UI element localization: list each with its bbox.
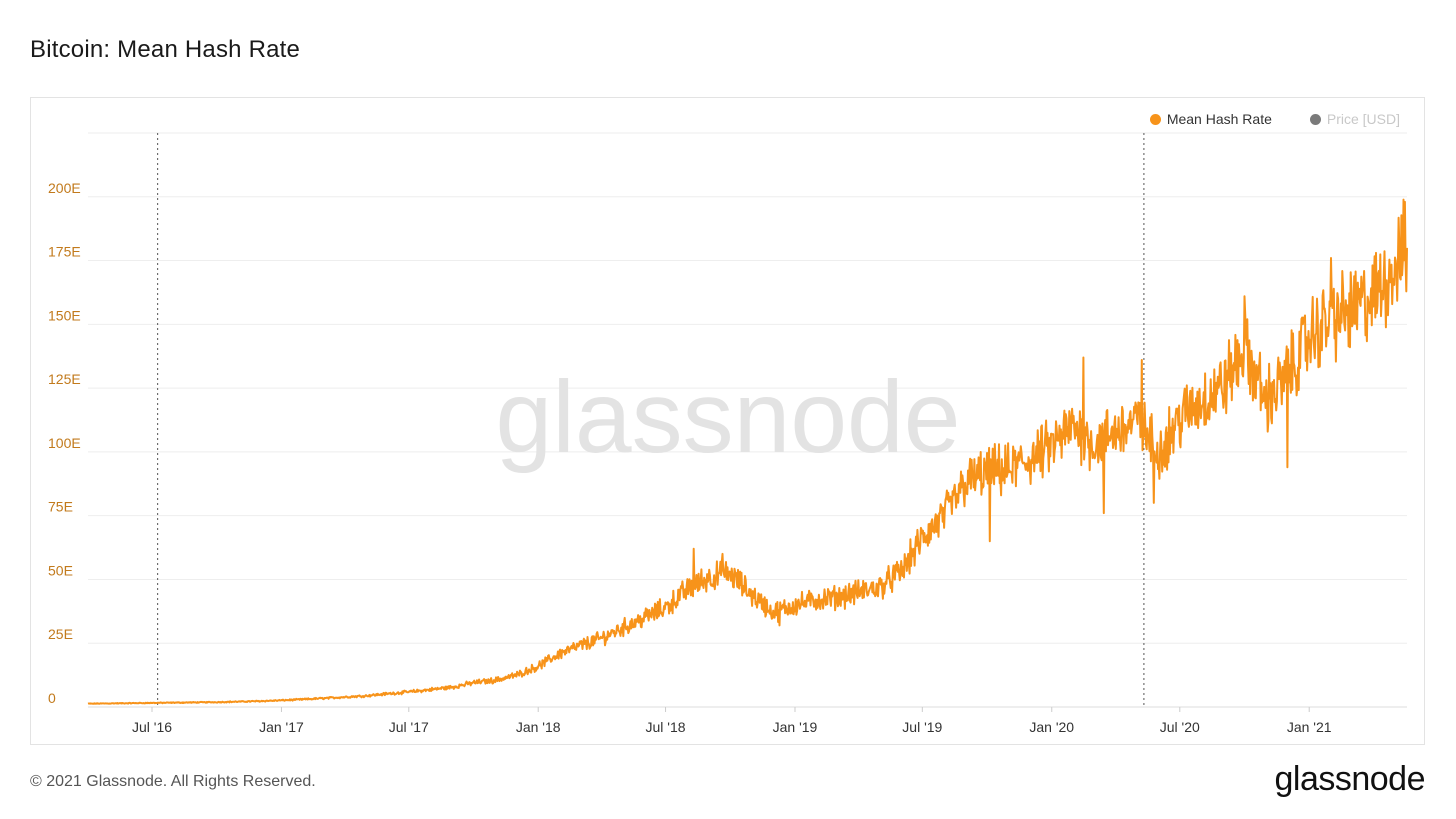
x-tick-label: Jul '17 (389, 719, 429, 735)
series-layer (87, 198, 1408, 705)
y-tick-label: 0 (48, 690, 56, 706)
x-axis: Jul '16 Jan '17 Jul '17 Jan '18 Jul '18 Jan '… (132, 707, 1332, 735)
x-tick-label: Jan '19 (773, 719, 818, 735)
x-tick-label: Jan '20 (1029, 719, 1074, 735)
x-tick-label: Jan '21 (1287, 719, 1332, 735)
series-line-mean-hash-rate (87, 198, 1408, 705)
legend-item-hash-rate[interactable]: Mean Hash Rate (1149, 111, 1272, 127)
x-tick-label: Jul '19 (902, 719, 942, 735)
x-tick-label: Jul '16 (132, 719, 172, 735)
legend-item-price[interactable]: Price [USD] (1309, 111, 1400, 127)
chart-frame (30, 97, 1425, 745)
y-tick-label: 200E (48, 180, 81, 196)
x-tick-label: Jan '18 (516, 719, 561, 735)
y-tick-label: 100E (48, 435, 81, 451)
y-tick-label: 75E (48, 499, 73, 515)
watermark: glassnode (495, 360, 960, 474)
x-tick-label: Jan '17 (259, 719, 304, 735)
copyright-text: © 2021 Glassnode. All Rights Reserved. (30, 773, 316, 790)
legend-label-price: Price [USD] (1326, 111, 1400, 127)
legend: Mean Hash Rate Price [USD] (1149, 111, 1400, 127)
x-tick-label: Jul '20 (1160, 719, 1200, 735)
y-tick-label: 125E (48, 371, 81, 387)
y-tick-label: 25E (48, 626, 73, 642)
glassnode-logo[interactable]: glassnode (1274, 760, 1425, 798)
legend-label-hash-rate: Mean Hash Rate (1166, 111, 1272, 127)
page-title: Bitcoin: Mean Hash Rate (30, 36, 301, 63)
legend-dot-hash-rate (1149, 113, 1161, 125)
x-tick-label: Jul '18 (646, 719, 686, 735)
y-tick-label: 150E (48, 307, 81, 323)
y-axis: 0 25E 50E 75E 100E 125E 150E 175E 200E (48, 180, 81, 706)
y-tick-label: 50E (48, 562, 73, 578)
y-tick-label: 175E (48, 244, 81, 260)
legend-dot-price (1309, 113, 1321, 125)
